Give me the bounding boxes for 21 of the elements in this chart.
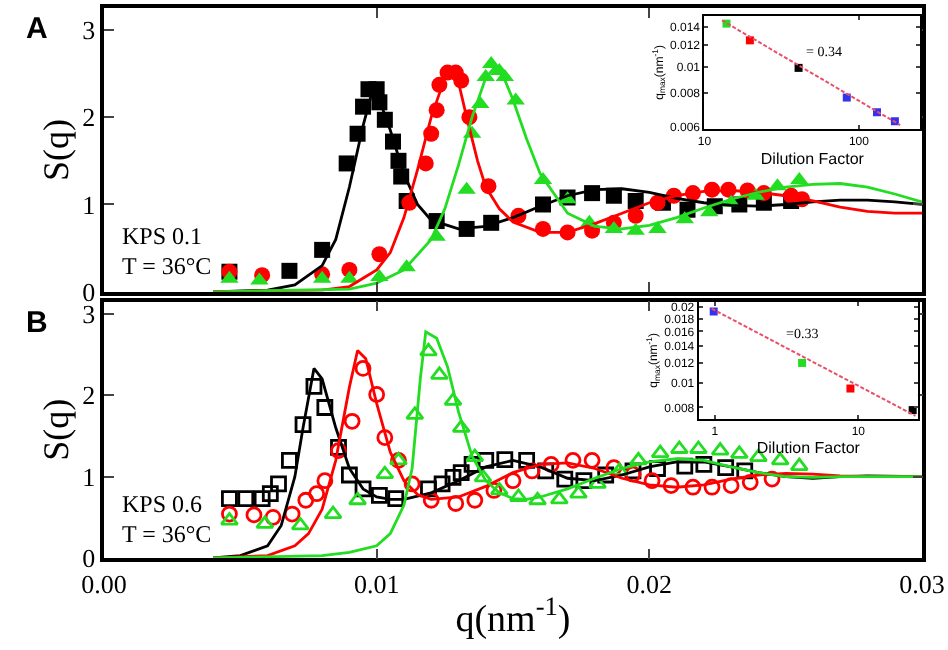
y-tick-label: 3	[82, 14, 96, 45]
x-axis-title: Dilution Factor	[756, 439, 861, 458]
y-tick-label: 0	[82, 543, 96, 574]
y-tick-label: 2	[82, 380, 96, 411]
chart-title: B	[26, 306, 48, 340]
y-tick-label: 2	[82, 102, 96, 133]
x-tick-label: 0.01	[353, 568, 400, 599]
chart-title: A	[26, 12, 48, 46]
annotation: T = 36°C	[122, 252, 212, 280]
annotation: T = 36°C	[122, 520, 212, 548]
x-axis-title: q(nm$^{-1}$)	[455, 591, 571, 642]
y-tick-label: 1	[82, 461, 96, 492]
x-tick-label: 0.03	[899, 568, 945, 599]
annotation: KPS 0.1	[122, 222, 203, 250]
x-tick-label: 0.02	[626, 568, 673, 599]
x-axis-title: Dilution Factor	[760, 149, 865, 168]
y-axis-title: S(q)	[35, 398, 76, 461]
y-tick-label: 1	[82, 189, 96, 220]
y-axis-title: S(q)	[35, 118, 76, 181]
x-tick-label: 0.00	[81, 568, 127, 599]
annotation: KPS 0.6	[122, 490, 203, 518]
